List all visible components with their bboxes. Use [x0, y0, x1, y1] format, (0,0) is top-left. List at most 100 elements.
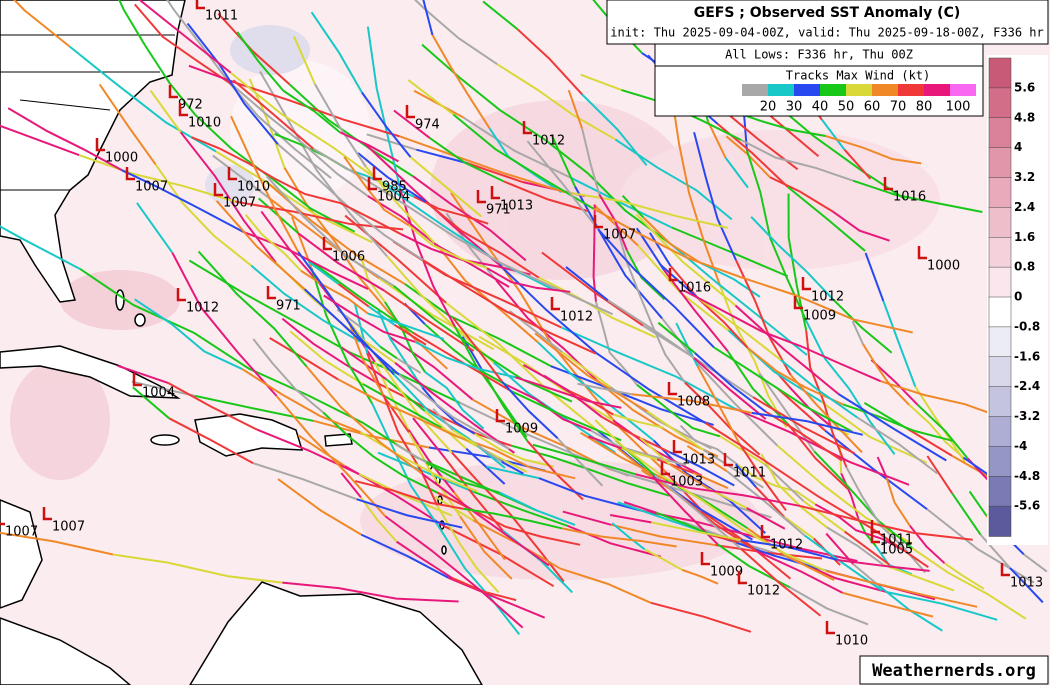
- storm-track: [434, 495, 474, 522]
- storm-track: [377, 451, 474, 493]
- storm-track: [799, 504, 973, 541]
- low-marker: [213, 183, 223, 197]
- storm-track: [378, 277, 495, 351]
- storm-track: [310, 11, 363, 93]
- storm-track: [408, 431, 461, 518]
- storm-track: [215, 150, 373, 244]
- low-pressure-label: 1005: [880, 543, 913, 558]
- storm-track: [339, 131, 399, 163]
- storm-track: [656, 458, 694, 474]
- storm-track: [252, 462, 358, 501]
- storm-track: [98, 83, 157, 165]
- wind-swatch: [742, 84, 768, 96]
- colorbar-bin: [988, 57, 1012, 89]
- header-box: [606, 0, 1049, 45]
- storm-track: [696, 365, 740, 444]
- storm-track: [398, 135, 565, 193]
- storm-track: [215, 200, 306, 290]
- storm-track: [607, 299, 695, 359]
- storm-track: [590, 429, 687, 467]
- colorbar-label: -4: [1014, 439, 1027, 453]
- storm-track: [421, 472, 550, 567]
- storm-track: [452, 317, 503, 383]
- storm-track: [737, 464, 816, 506]
- storm-track: [550, 343, 666, 473]
- storm-track: [852, 179, 983, 213]
- storm-track: [718, 535, 829, 573]
- storm-track: [275, 395, 387, 517]
- storm-track: [486, 465, 539, 480]
- storm-track: [476, 444, 503, 463]
- low-pressure-label: 1000: [105, 151, 138, 166]
- storm-track: [310, 268, 373, 404]
- storm-track: [649, 232, 672, 267]
- storm-track: [394, 443, 427, 464]
- colorbar-bin: [988, 326, 1012, 358]
- storm-track: [307, 260, 339, 285]
- storm-track: [454, 326, 528, 438]
- storm-track: [843, 148, 872, 180]
- storm-track: [265, 175, 304, 217]
- low-pressure-label: 1007: [52, 520, 85, 535]
- storm-track: [670, 243, 808, 356]
- storm-track: [358, 473, 453, 517]
- low-pressure-label: 1016: [893, 190, 926, 205]
- storm-track: [424, 371, 485, 430]
- low-marker: [883, 177, 893, 191]
- storm-track: [416, 148, 468, 165]
- low-pressure-label: 971: [276, 299, 301, 314]
- colorbar-bin: [988, 207, 1012, 238]
- colorbar-label: -3.2: [1014, 409, 1040, 423]
- storm-track: [908, 609, 943, 632]
- storm-track: [851, 320, 864, 345]
- storm-track: [740, 539, 838, 561]
- storm-track: [556, 437, 604, 487]
- storm-track: [856, 416, 938, 475]
- low-marker: [322, 237, 332, 251]
- low-marker: [593, 215, 603, 229]
- storm-track: [422, 0, 434, 36]
- storm-track: [384, 515, 524, 629]
- colorbar-label: 5.6: [1014, 80, 1035, 94]
- storm-track: [462, 116, 572, 179]
- storm-track: [663, 269, 729, 352]
- colorbar-bin: [988, 505, 1012, 537]
- storm-track: [577, 382, 633, 396]
- colorbar-label: 0: [1014, 290, 1022, 304]
- low-marker: [168, 85, 178, 99]
- storm-track: [574, 186, 663, 319]
- storm-track: [609, 514, 652, 524]
- storm-track: [241, 368, 361, 434]
- storm-track: [639, 436, 671, 465]
- storm-track: [256, 428, 360, 475]
- colorbar-bin: [988, 476, 1012, 507]
- storm-track: [244, 214, 302, 272]
- wind-swatch: [924, 84, 950, 96]
- storm-track: [979, 533, 1011, 569]
- wind-label: 60: [864, 100, 881, 115]
- storm-track: [878, 584, 910, 611]
- storm-track: [842, 591, 934, 618]
- storm-track: [112, 553, 283, 584]
- storm-track: [516, 28, 583, 96]
- storm-track: [693, 132, 737, 261]
- storm-track: [281, 317, 380, 385]
- wind-swatch: [898, 84, 924, 96]
- storm-track: [803, 500, 846, 533]
- storm-track: [212, 154, 271, 200]
- storm-track: [432, 408, 454, 431]
- storm-track: [385, 378, 426, 412]
- storm-track: [842, 403, 953, 442]
- storm-track: [514, 376, 622, 409]
- storm-track: [755, 486, 785, 518]
- storm-track: [343, 156, 410, 227]
- storm-track: [758, 372, 816, 452]
- storm-track: [559, 567, 652, 604]
- low-marker: [723, 453, 733, 467]
- storm-track: [783, 515, 815, 540]
- storm-track: [537, 341, 655, 442]
- storm-track: [425, 201, 540, 279]
- low-pressure-label: 1010: [237, 180, 270, 195]
- storm-track: [166, 0, 231, 84]
- low-pressure-label: 1007: [135, 180, 168, 195]
